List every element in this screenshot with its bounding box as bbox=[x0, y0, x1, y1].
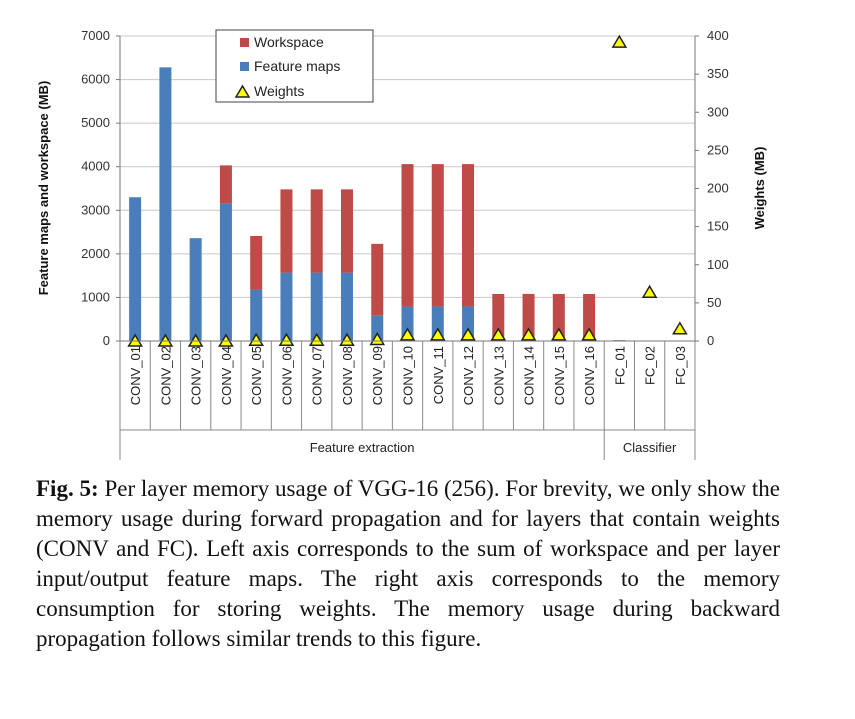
bar-workspace-conv-12 bbox=[462, 164, 475, 307]
weights-marker-conv-10 bbox=[399, 327, 416, 341]
weights-marker-conv-06 bbox=[278, 332, 295, 346]
category-label-conv-05: CONV_05 bbox=[249, 346, 264, 405]
bar-workspace-conv-05 bbox=[250, 235, 263, 290]
weights-marker-conv-12 bbox=[460, 327, 476, 341]
caption-label: Fig. 5: bbox=[36, 476, 99, 501]
bar-workspace-conv-10 bbox=[401, 164, 414, 307]
left-axis-title: Feature maps and workspace (MB) bbox=[36, 81, 51, 296]
bar-workspace-conv-14 bbox=[522, 293, 535, 341]
category-label-conv-14: CONV_14 bbox=[522, 346, 537, 405]
right-axis-title: Weights (MB) bbox=[752, 147, 767, 230]
category-label-fc-03: FC_03 bbox=[673, 346, 688, 385]
legend-swatch-workspace bbox=[240, 38, 249, 47]
bar-workspace-conv-09 bbox=[371, 243, 384, 316]
category-label-conv-09: CONV_09 bbox=[370, 346, 385, 405]
category-label-fc-01: FC_01 bbox=[612, 346, 627, 385]
bar-feature-maps-conv-06 bbox=[280, 272, 293, 341]
legend-swatch-feature-maps bbox=[240, 62, 249, 71]
weights-marker-conv-11 bbox=[429, 327, 446, 341]
bar-feature-maps-conv-04 bbox=[219, 203, 232, 341]
category-label-conv-01: CONV_01 bbox=[128, 346, 143, 405]
bar-feature-maps-conv-10 bbox=[401, 306, 414, 341]
left-tick-label: 3000 bbox=[81, 202, 110, 217]
left-tick-label: 1000 bbox=[81, 289, 110, 304]
legend: Workspace Feature maps Weights bbox=[215, 29, 374, 103]
category-label-conv-08: CONV_08 bbox=[340, 346, 355, 405]
left-tick-label: 2000 bbox=[81, 246, 110, 261]
left-tick-label: 7000 bbox=[81, 28, 110, 43]
category-label-conv-10: CONV_10 bbox=[401, 346, 416, 405]
bar-series bbox=[129, 67, 686, 341]
bar-feature-maps-conv-01 bbox=[129, 197, 142, 341]
left-axis-ticks: 0 1000 2000 3000 4000 5000 6000 7000 bbox=[81, 28, 110, 348]
weights-marker-conv-14 bbox=[520, 327, 537, 341]
category-label-conv-16: CONV_16 bbox=[582, 346, 597, 405]
weights-marker-conv-08 bbox=[339, 332, 355, 346]
bar-feature-maps-conv-02 bbox=[159, 67, 172, 341]
weights-marker-conv-09 bbox=[369, 332, 386, 346]
bar-feature-maps-conv-12 bbox=[462, 306, 475, 341]
weights-marker-fc-01 bbox=[611, 34, 628, 48]
category-label-conv-11: CONV_11 bbox=[431, 346, 446, 404]
left-tick-label: 0 bbox=[103, 333, 110, 348]
category-label-conv-07: CONV_07 bbox=[310, 346, 325, 405]
right-tick-label: 300 bbox=[707, 104, 729, 119]
weights-marker-conv-16 bbox=[581, 327, 597, 341]
bar-feature-maps-conv-07 bbox=[310, 272, 323, 341]
bar-workspace-conv-08 bbox=[340, 189, 353, 273]
weights-marker-conv-07 bbox=[308, 332, 325, 346]
axes bbox=[116, 35, 699, 460]
legend-label-workspace: Workspace bbox=[254, 34, 324, 50]
category-label-conv-03: CONV_03 bbox=[189, 346, 204, 405]
category-label-conv-13: CONV_13 bbox=[491, 346, 506, 405]
category-label-fc-02: FC_02 bbox=[643, 346, 658, 385]
bar-feature-maps-conv-09 bbox=[371, 315, 384, 341]
bar-workspace-conv-07 bbox=[310, 189, 323, 273]
right-tick-label: 0 bbox=[707, 333, 714, 348]
bar-workspace-conv-04 bbox=[219, 165, 232, 204]
weights-marker-conv-05 bbox=[248, 332, 264, 346]
bar-workspace-conv-13 bbox=[492, 293, 505, 341]
bar-workspace-conv-15 bbox=[552, 293, 565, 341]
right-axis-ticks: 0 50 100 150 200 250 300 350 400 bbox=[707, 28, 729, 348]
category-label-conv-12: CONV_12 bbox=[461, 346, 476, 405]
legend-label-feature-maps: Feature maps bbox=[254, 58, 340, 74]
bar-workspace-conv-06 bbox=[280, 189, 293, 273]
bar-workspace-conv-16 bbox=[583, 293, 596, 341]
group-label-feature-extraction: Feature extraction bbox=[310, 440, 415, 455]
bar-feature-maps-conv-03 bbox=[189, 238, 202, 341]
weights-marker-fc-02 bbox=[641, 284, 658, 298]
bar-workspace-conv-11 bbox=[431, 164, 444, 307]
caption-text: Per layer memory usage of VGG-16 (256). … bbox=[36, 476, 781, 651]
category-labels: CONV_01 CONV_02 CONV_03 CONV_04 CONV_05 CONV_… bbox=[128, 346, 688, 405]
group-label-classifier: Classifier bbox=[623, 440, 677, 455]
right-tick-label: 100 bbox=[707, 257, 729, 272]
right-tick-label: 350 bbox=[707, 66, 729, 81]
bar-feature-maps-conv-11 bbox=[431, 306, 444, 341]
legend-label-weights: Weights bbox=[254, 83, 304, 99]
category-label-conv-04: CONV_04 bbox=[219, 346, 234, 405]
right-tick-label: 200 bbox=[707, 181, 729, 196]
left-tick-label: 4000 bbox=[81, 159, 110, 174]
right-tick-label: 150 bbox=[707, 219, 729, 234]
right-tick-label: 50 bbox=[707, 295, 721, 310]
group-labels: Feature extraction Classifier bbox=[310, 440, 677, 455]
category-label-conv-06: CONV_06 bbox=[279, 346, 294, 405]
category-label-conv-02: CONV_02 bbox=[158, 346, 173, 405]
right-tick-label: 400 bbox=[707, 28, 729, 43]
weights-marker-fc-03 bbox=[672, 321, 688, 335]
memory-usage-chart: 0 1000 2000 3000 4000 5000 6000 7000 0 50 100 150 2… bbox=[36, 28, 767, 460]
figure-caption: Fig. 5: Per layer memory usage of VGG-16… bbox=[36, 474, 780, 654]
legend-marker-weights bbox=[234, 84, 251, 98]
left-tick-label: 6000 bbox=[81, 72, 110, 87]
bar-feature-maps-conv-05 bbox=[250, 289, 263, 341]
left-tick-label: 5000 bbox=[81, 115, 110, 130]
weights-marker-conv-13 bbox=[490, 327, 507, 341]
category-label-conv-15: CONV_15 bbox=[552, 346, 567, 405]
weights-marker-conv-15 bbox=[551, 327, 567, 341]
right-tick-label: 250 bbox=[707, 142, 729, 157]
bar-feature-maps-conv-08 bbox=[340, 272, 353, 341]
